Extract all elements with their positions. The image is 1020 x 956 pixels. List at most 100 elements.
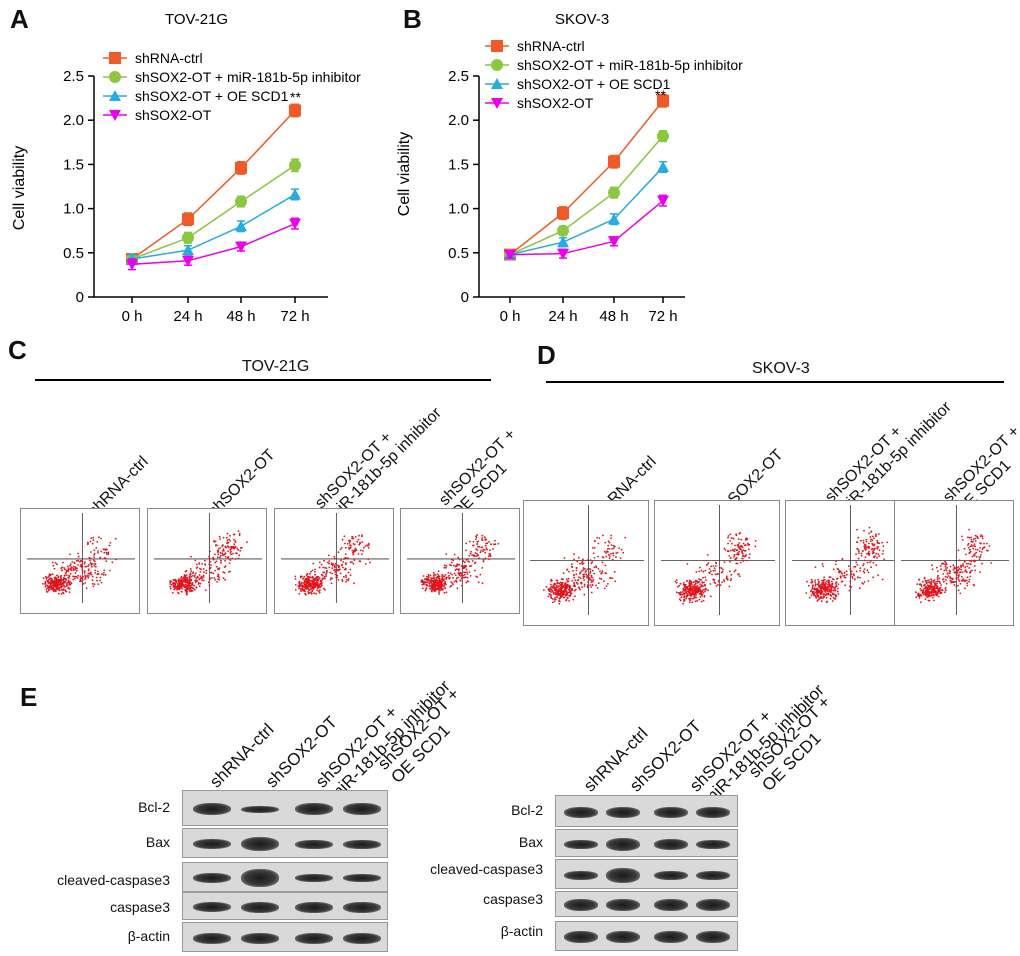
cell-dot <box>690 581 693 584</box>
cell-dot <box>312 584 315 587</box>
cell-dot <box>74 569 76 571</box>
cell-dot <box>309 585 312 587</box>
cell-dot <box>50 579 52 581</box>
cell-dot <box>702 576 704 579</box>
cell-dot <box>432 585 434 587</box>
cell-dot <box>193 575 196 578</box>
cell-dot <box>567 577 570 580</box>
cell-dot <box>226 532 229 535</box>
cell-dot <box>466 558 469 560</box>
cell-dot <box>60 569 63 572</box>
cell-dot <box>343 535 346 538</box>
cell-dot <box>814 594 817 597</box>
cell-dot <box>221 544 224 547</box>
cell-dot <box>939 565 942 567</box>
panel-label-e: E <box>20 682 38 712</box>
cell-dot <box>823 593 825 595</box>
cell-dot <box>604 564 607 567</box>
cell-dot <box>955 573 958 575</box>
cell-dot <box>42 583 44 585</box>
cell-dot <box>196 566 199 568</box>
cell-dot <box>857 548 860 551</box>
cell-dot <box>58 589 61 592</box>
cell-dot <box>345 557 347 559</box>
cell-dot <box>611 577 614 580</box>
cell-dot <box>352 562 355 565</box>
cell-dot <box>928 579 930 582</box>
data-point <box>126 259 138 271</box>
cell-dot <box>859 569 862 572</box>
cell-dot <box>174 579 177 581</box>
cell-dot <box>454 569 457 572</box>
data-point <box>557 224 569 237</box>
cell-dot <box>189 581 191 584</box>
cell-dot <box>54 579 56 581</box>
cell-dot <box>212 556 214 559</box>
cell-dot <box>698 598 701 601</box>
cell-dot <box>465 558 468 561</box>
cell-dot <box>576 560 578 563</box>
cell-dot <box>208 584 211 587</box>
cell-dot <box>825 587 828 590</box>
cell-dot <box>198 574 201 576</box>
y-tick-label: 1.5 <box>63 156 84 173</box>
cell-dot <box>484 558 487 560</box>
cell-dot <box>218 567 221 569</box>
cell-dot <box>308 578 310 581</box>
cell-dot <box>184 580 187 583</box>
cell-dot <box>443 580 446 583</box>
blot-band <box>564 931 598 943</box>
cell-dot <box>961 575 963 578</box>
cell-dot <box>593 547 596 549</box>
cell-dot <box>198 585 201 588</box>
blot-row-4 <box>555 921 738 951</box>
cell-dot <box>862 541 865 544</box>
cell-dot <box>612 554 615 557</box>
data-point <box>608 236 620 248</box>
cell-dot <box>312 588 315 590</box>
cell-dot <box>944 568 947 570</box>
y-tick-label: 1.0 <box>63 201 84 218</box>
cell-dot <box>457 576 459 579</box>
cell-dot <box>468 540 471 543</box>
cell-dot <box>237 530 240 532</box>
cell-dot <box>737 546 740 549</box>
cell-dot <box>208 555 210 558</box>
cell-dot <box>334 573 337 576</box>
cell-dot <box>601 556 604 558</box>
cell-dot <box>494 539 496 542</box>
cell-dot <box>679 594 682 596</box>
cell-dot <box>488 558 490 561</box>
cell-dot <box>978 550 981 552</box>
cell-dot <box>336 574 339 577</box>
cell-dot <box>829 589 831 592</box>
cell-dot <box>728 555 731 557</box>
cell-dot <box>179 583 182 586</box>
cell-dot <box>733 556 736 558</box>
cell-dot <box>86 574 89 577</box>
cell-dot <box>47 586 50 588</box>
cell-dot <box>463 576 466 579</box>
cell-dot <box>433 583 435 585</box>
x-tick-label: 0 h <box>500 308 521 325</box>
blot-band <box>696 870 730 880</box>
cell-dot <box>105 553 108 555</box>
cell-dot <box>171 591 174 594</box>
data-point <box>182 244 194 256</box>
cell-dot <box>109 569 111 572</box>
x-tick-label: 24 h <box>548 308 577 325</box>
cell-dot <box>936 594 938 597</box>
cell-dot <box>582 577 585 579</box>
cell-dot <box>548 593 551 596</box>
cell-dot <box>689 591 691 594</box>
cell-dot <box>816 593 819 595</box>
cell-dot <box>834 586 837 588</box>
cell-dot <box>181 584 184 587</box>
cell-dot <box>711 573 713 576</box>
blot-row-3 <box>555 891 738 917</box>
cell-dot <box>54 590 57 593</box>
cell-dot <box>950 577 953 580</box>
blot-band <box>654 838 688 850</box>
cell-dot <box>468 554 471 557</box>
cell-dot <box>821 597 824 600</box>
